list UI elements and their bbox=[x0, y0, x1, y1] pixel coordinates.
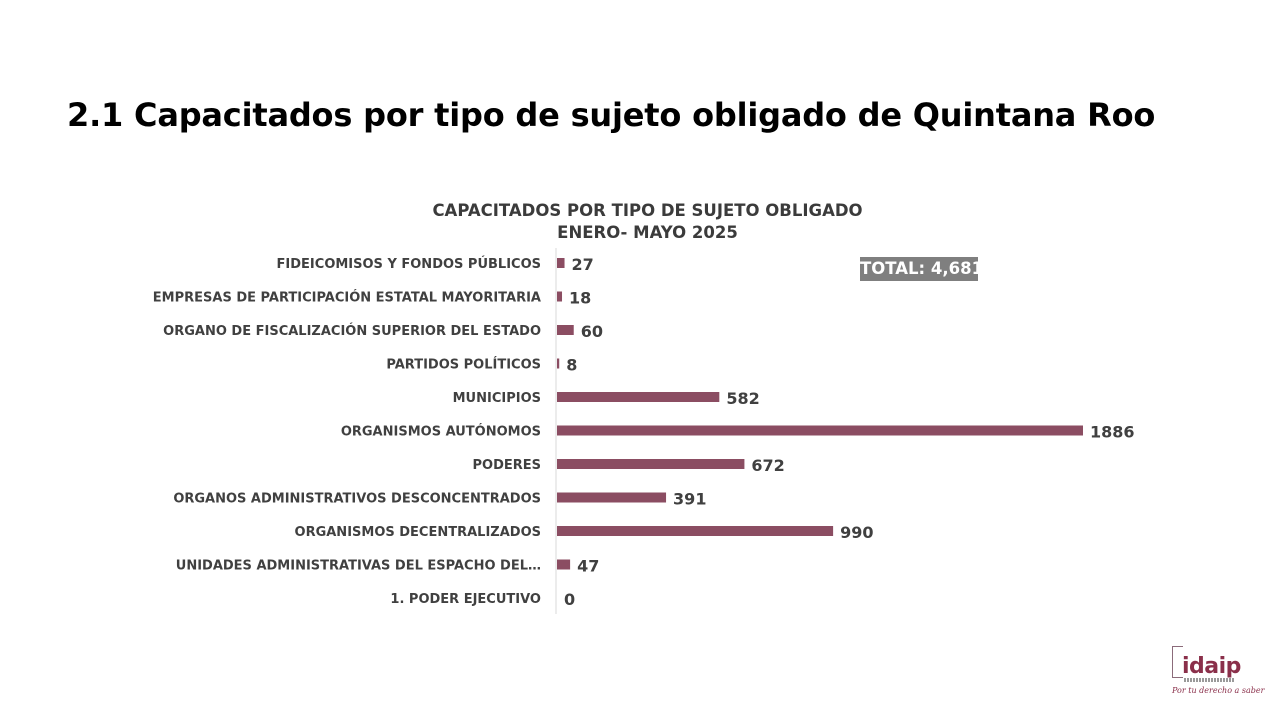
value-label: 990 bbox=[840, 523, 873, 542]
value-label: 27 bbox=[572, 255, 594, 274]
logo-frame-shape bbox=[1172, 646, 1183, 678]
logo-fine-print bbox=[1184, 678, 1234, 682]
category-label: PARTIDOS POLÍTICOS bbox=[386, 357, 541, 373]
bar bbox=[557, 459, 745, 469]
value-label: 18 bbox=[569, 289, 591, 308]
category-label: FIDEICOMISOS Y FONDOS PÚBLICOS bbox=[277, 256, 541, 272]
category-label: ORGANO DE FISCALIZACIÓN SUPERIOR DEL EST… bbox=[163, 323, 541, 339]
category-label: ORGANISMOS AUTÓNOMOS bbox=[341, 424, 541, 440]
bar bbox=[557, 559, 571, 570]
value-label: 672 bbox=[751, 456, 784, 475]
chart-subtitle: ENERO- MAYO 2025 bbox=[557, 223, 738, 242]
bar bbox=[557, 358, 560, 369]
idaip-logo: idaip Por tu derecho a saber bbox=[1170, 644, 1264, 704]
category-label: ORGANOS ADMINISTRATIVOS DESCONCENTRADOS bbox=[173, 492, 541, 507]
value-label: 60 bbox=[581, 322, 603, 341]
value-label: 8 bbox=[566, 356, 577, 375]
value-label: 1886 bbox=[1090, 423, 1135, 442]
bar bbox=[557, 492, 667, 503]
bar bbox=[557, 392, 720, 402]
bar bbox=[557, 291, 563, 302]
slide-title: 2.1 Capacitados por tipo de sujeto oblig… bbox=[67, 96, 1156, 134]
chart-title: CAPACITADOS POR TIPO DE SUJETO OBLIGADO bbox=[432, 201, 863, 220]
category-label: PODERES bbox=[472, 458, 541, 473]
value-label: 47 bbox=[577, 557, 599, 576]
logo-text: idaip bbox=[1182, 654, 1241, 679]
category-label: 1. PODER EJECUTIVO bbox=[390, 592, 541, 607]
total-annotation: TOTAL: 4,681 bbox=[860, 257, 983, 281]
value-label: 582 bbox=[726, 389, 759, 408]
category-label: EMPRESAS DE PARTICIPACIÓN ESTATAL MAYORI… bbox=[153, 290, 541, 306]
bar bbox=[557, 425, 1083, 436]
category-label: MUNICIPIOS bbox=[453, 391, 541, 406]
category-label: UNIDADES ADMINISTRATIVAS DEL ESPACHO DEL… bbox=[176, 559, 541, 574]
value-label: 391 bbox=[673, 490, 706, 509]
category-label: ORGANISMOS DECENTRALIZADOS bbox=[295, 525, 541, 540]
bar bbox=[557, 258, 565, 268]
value-label: 0 bbox=[564, 590, 575, 609]
logo-slogan: Por tu derecho a saber bbox=[1172, 686, 1265, 695]
bar bbox=[557, 325, 574, 335]
bar bbox=[557, 526, 834, 536]
